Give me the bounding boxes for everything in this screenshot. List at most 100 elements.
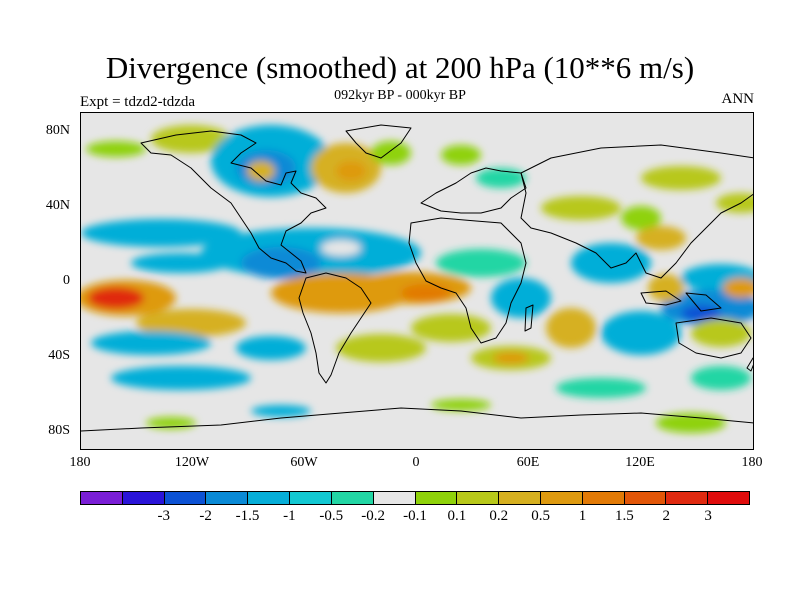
lon-label-180w: 180 <box>69 455 91 470</box>
experiment-label: Expt = tdzd2-tdzda <box>80 94 196 110</box>
field-tropical-pacific-negative <box>131 253 231 273</box>
field-east-africa-negative <box>491 278 551 318</box>
coast-asia <box>520 144 753 279</box>
colorbar-segment <box>415 492 458 504</box>
field-pacific-subtropic-negative <box>81 219 241 247</box>
lon-label-120w: 120W <box>174 455 210 470</box>
lon-label-0: 0 <box>412 455 420 470</box>
colorbar-segment <box>708 492 749 504</box>
lon-label-60w: 60W <box>290 455 318 470</box>
field-madagascar-positive <box>546 308 596 348</box>
colorbar-segment <box>582 492 625 504</box>
colorbar-label: 1 <box>578 508 587 524</box>
lat-label-80s: 80S <box>48 423 70 438</box>
map-svg <box>81 113 753 449</box>
field-australia-positive <box>691 319 751 347</box>
colorbar-segment <box>540 492 583 504</box>
field-gulf-of-guinea-positive <box>401 284 451 302</box>
field-scandinavia-positive <box>441 145 481 165</box>
field-antarctic-positive-1 <box>656 413 726 433</box>
field-antarctic-negative-1 <box>251 405 311 417</box>
colorbar <box>80 491 750 505</box>
field-indian-ocean-negative <box>601 311 681 355</box>
colorbar-segment <box>164 492 207 504</box>
lon-label-180e: 180 <box>741 455 763 470</box>
colorbar-segment <box>624 492 667 504</box>
coast-south-america <box>298 272 372 384</box>
lon-label-60e: 60E <box>516 455 540 470</box>
colorbar-segment <box>499 492 541 504</box>
coast-australia <box>675 317 752 359</box>
field-antarctic-positive-2 <box>431 399 491 411</box>
season-label: ANN <box>721 91 755 107</box>
colorbar-label: 0.5 <box>531 508 550 524</box>
field-east-asia-positive <box>636 226 686 250</box>
field-siberia-positive <box>641 166 721 190</box>
colorbar-segment <box>122 492 165 504</box>
coast-madagascar <box>524 304 534 332</box>
field-southern-ocean-negative <box>111 366 251 390</box>
coast-africa <box>408 217 527 344</box>
field-south-pacific-positive <box>136 309 246 337</box>
field-tasman-negative <box>691 366 751 390</box>
field-labrador-core-positive <box>336 161 366 181</box>
colorbar-segment <box>290 492 332 504</box>
field-atlantic-neutral <box>321 240 361 256</box>
field-alaska-positive <box>151 125 231 153</box>
coast-north-america <box>140 130 327 274</box>
field-southern-indian-negative <box>556 378 646 398</box>
coast-europe <box>420 167 527 214</box>
colorbar-label: 2 <box>662 508 671 524</box>
colorbar-label: -1.5 <box>235 508 260 524</box>
colorbar-label: 1.5 <box>615 508 634 524</box>
colorbar-label: -2 <box>199 508 212 524</box>
field-himalaya-positive <box>621 206 661 230</box>
colorbar-segment <box>373 492 416 504</box>
colorbar-label: -0.5 <box>319 508 344 524</box>
lat-label-40s: 40S <box>48 348 70 363</box>
coastlines <box>81 124 753 432</box>
lat-label-40n: 40N <box>45 198 70 213</box>
colorbar-label: -0.1 <box>403 508 427 524</box>
coast-antarctica <box>81 407 753 432</box>
colorbar-segment <box>81 492 123 504</box>
lat-label-80n: 80N <box>45 123 70 138</box>
colorbar-label: -3 <box>157 508 171 524</box>
field-india-negative <box>571 243 651 283</box>
colorbar-label: 3 <box>704 508 712 524</box>
colorbar-segment <box>206 492 249 504</box>
field-bering-positive <box>716 193 753 213</box>
lon-label-120e: 120E <box>625 455 655 470</box>
field-hudson-positive <box>247 161 275 181</box>
field-chile-negative <box>236 336 306 360</box>
colorbar-label: 0.1 <box>447 508 467 524</box>
colorbar-label: -1 <box>283 508 296 524</box>
colorbar-label: -0.2 <box>361 508 385 524</box>
field-sahara-negative <box>436 249 526 277</box>
colorbar-segment <box>666 492 709 504</box>
field-south-atlantic-positive <box>411 314 491 342</box>
map-title: Divergence (smoothed) at 200 hPa (10**6 … <box>105 50 695 85</box>
field-north-pacific-positive <box>86 141 146 157</box>
divergence-fields <box>81 125 753 433</box>
field-south-pacific-negative <box>91 331 211 355</box>
field-central-pacific-core-positive <box>88 287 144 309</box>
field-central-asia-positive <box>541 196 621 220</box>
field-greenland-positive <box>371 141 411 165</box>
field-indochina-positive <box>648 274 684 302</box>
colorbar-segment <box>248 492 291 504</box>
map-subtitle: 092kyr BP - 000kyr BP <box>334 88 466 103</box>
field-argentina-positive <box>336 334 426 362</box>
field-central-america-negative <box>241 247 321 279</box>
coast-greenland <box>345 124 412 159</box>
coast-indonesia <box>640 290 722 312</box>
lat-label-0: 0 <box>63 273 70 288</box>
field-south-africa-core-positive <box>493 352 529 364</box>
coast-new-zealand <box>746 357 753 372</box>
divergence-map <box>80 112 754 450</box>
field-europe-negative <box>476 168 526 188</box>
colorbar-segment <box>457 492 500 504</box>
colorbar-segment <box>331 492 374 504</box>
field-dateline-positive <box>723 278 753 298</box>
colorbar-label: 0.2 <box>489 508 509 524</box>
